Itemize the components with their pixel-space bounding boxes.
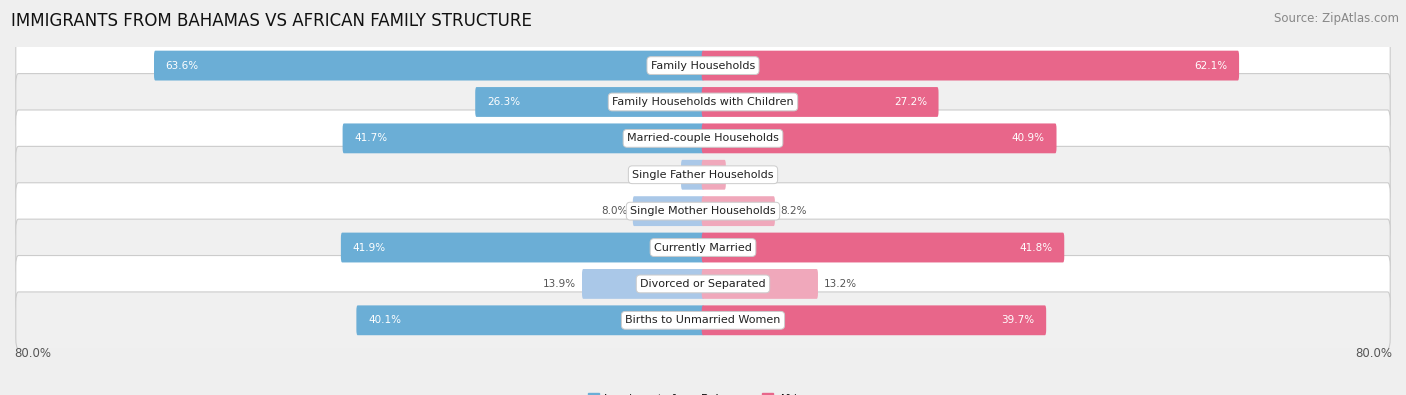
- Text: 8.2%: 8.2%: [780, 206, 807, 216]
- FancyBboxPatch shape: [582, 269, 704, 299]
- FancyBboxPatch shape: [15, 256, 1391, 312]
- FancyBboxPatch shape: [15, 147, 1391, 203]
- Text: 26.3%: 26.3%: [486, 97, 520, 107]
- FancyBboxPatch shape: [702, 196, 775, 226]
- Text: Married-couple Households: Married-couple Households: [627, 134, 779, 143]
- Text: Births to Unmarried Women: Births to Unmarried Women: [626, 315, 780, 325]
- FancyBboxPatch shape: [702, 305, 1046, 335]
- FancyBboxPatch shape: [356, 305, 704, 335]
- FancyBboxPatch shape: [15, 183, 1391, 239]
- Text: 63.6%: 63.6%: [166, 60, 198, 71]
- FancyBboxPatch shape: [702, 233, 1064, 262]
- FancyBboxPatch shape: [702, 160, 725, 190]
- Text: 41.7%: 41.7%: [354, 134, 387, 143]
- Text: 40.9%: 40.9%: [1012, 134, 1045, 143]
- FancyBboxPatch shape: [702, 51, 1239, 81]
- Text: 27.2%: 27.2%: [894, 97, 927, 107]
- Legend: Immigrants from Bahamas, African: Immigrants from Bahamas, African: [583, 389, 823, 395]
- FancyBboxPatch shape: [475, 87, 704, 117]
- FancyBboxPatch shape: [15, 73, 1391, 130]
- Text: 13.9%: 13.9%: [543, 279, 576, 289]
- FancyBboxPatch shape: [340, 233, 704, 262]
- FancyBboxPatch shape: [155, 51, 704, 81]
- Text: Family Households: Family Households: [651, 60, 755, 71]
- Text: 62.1%: 62.1%: [1194, 60, 1227, 71]
- FancyBboxPatch shape: [343, 124, 704, 153]
- Text: 41.9%: 41.9%: [353, 243, 385, 252]
- Text: 2.4%: 2.4%: [650, 170, 675, 180]
- Text: Single Mother Households: Single Mother Households: [630, 206, 776, 216]
- Text: Source: ZipAtlas.com: Source: ZipAtlas.com: [1274, 12, 1399, 25]
- Text: 80.0%: 80.0%: [14, 346, 51, 359]
- FancyBboxPatch shape: [15, 219, 1391, 276]
- FancyBboxPatch shape: [702, 124, 1056, 153]
- Text: 8.0%: 8.0%: [600, 206, 627, 216]
- Text: IMMIGRANTS FROM BAHAMAS VS AFRICAN FAMILY STRUCTURE: IMMIGRANTS FROM BAHAMAS VS AFRICAN FAMIL…: [11, 12, 531, 30]
- FancyBboxPatch shape: [702, 87, 939, 117]
- FancyBboxPatch shape: [15, 37, 1391, 94]
- Text: 2.5%: 2.5%: [731, 170, 758, 180]
- Text: 41.8%: 41.8%: [1019, 243, 1053, 252]
- FancyBboxPatch shape: [681, 160, 704, 190]
- Text: Currently Married: Currently Married: [654, 243, 752, 252]
- Text: 40.1%: 40.1%: [368, 315, 401, 325]
- Text: Family Households with Children: Family Households with Children: [612, 97, 794, 107]
- Text: 80.0%: 80.0%: [1355, 346, 1392, 359]
- FancyBboxPatch shape: [633, 196, 704, 226]
- Text: Divorced or Separated: Divorced or Separated: [640, 279, 766, 289]
- Text: Single Father Households: Single Father Households: [633, 170, 773, 180]
- FancyBboxPatch shape: [15, 110, 1391, 167]
- Text: 13.2%: 13.2%: [824, 279, 856, 289]
- FancyBboxPatch shape: [702, 269, 818, 299]
- Text: 39.7%: 39.7%: [1001, 315, 1035, 325]
- FancyBboxPatch shape: [15, 292, 1391, 349]
